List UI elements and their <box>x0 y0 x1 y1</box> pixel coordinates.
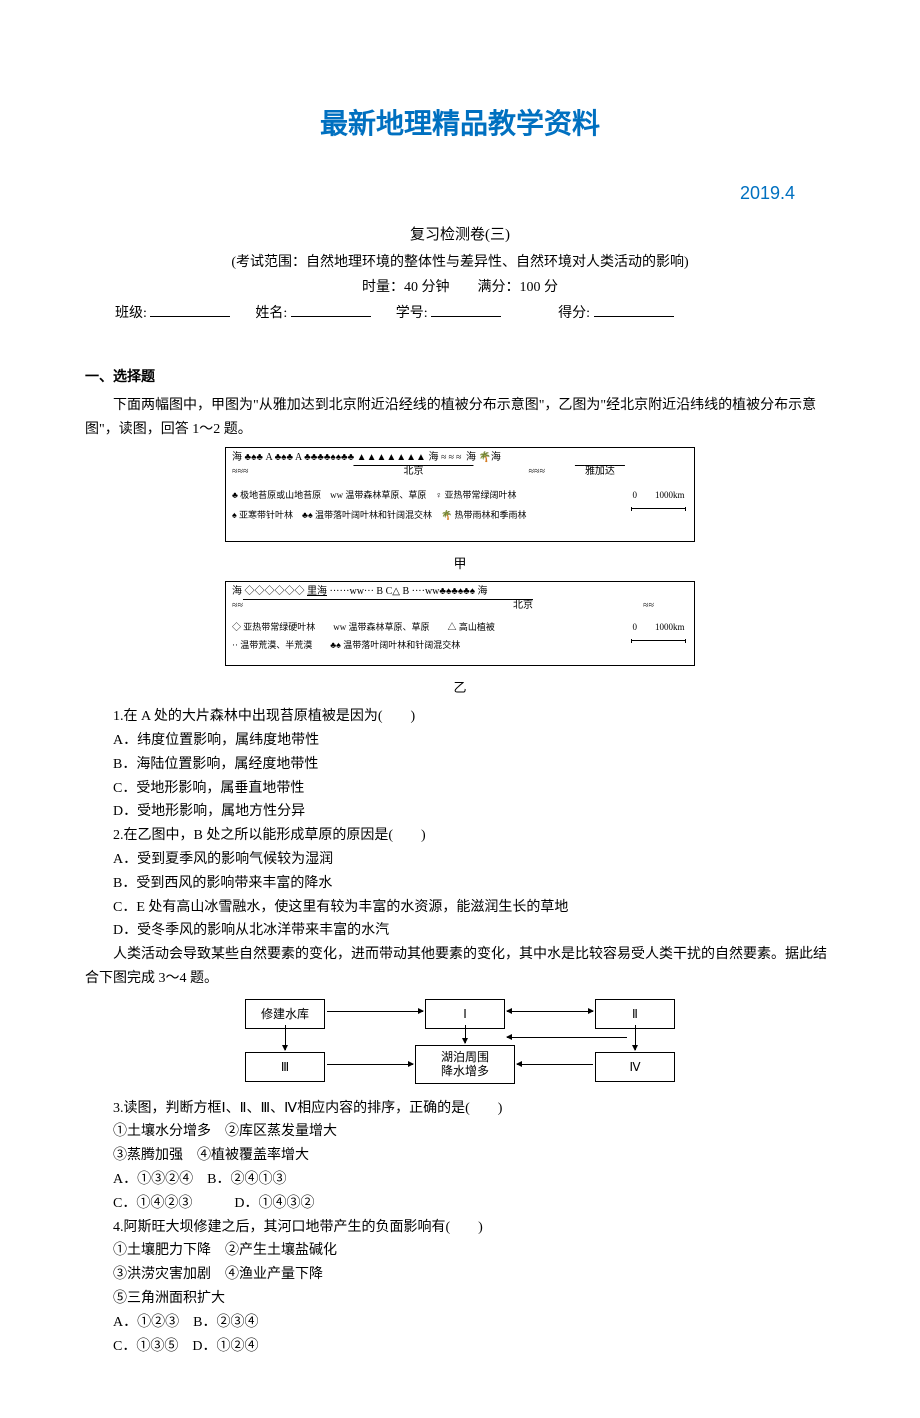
time-score: 时量：40 分钟 满分：100 分 <box>85 276 835 300</box>
q4-items: ①土壤肥力下降 ②产生土壤盐碱化 ③洪涝灾害加剧 ④渔业产量下降 ⑤三角洲面积扩… <box>85 1239 835 1310</box>
flow-III: Ⅲ <box>245 1052 325 1082</box>
q1-opt-c: C．受地形影响，属垂直地带性 <box>85 777 835 801</box>
fig-jia-sea-l: 海 <box>232 452 242 463</box>
arrow-build-I <box>327 1011 423 1012</box>
q4-opts-row1: A．①②③ B．②③④ <box>85 1311 835 1335</box>
fig-yi-leg-2: 高山植被 <box>459 622 495 632</box>
q2-opt-b: B．受到西风的影响带来丰富的降水 <box>85 872 835 896</box>
arrow-II-lake <box>507 1037 627 1038</box>
arrow-IV-lake <box>517 1064 593 1065</box>
fig-jia-yajiada: 雅加达 <box>585 466 615 477</box>
figure-jia: 海 ♣♠♣ A ♣♠♣ A ♣♣♣♣♠♠♣♣ ▲▲▲▲▲▲▲ 海 ≈≈≈ 海 🌴… <box>85 447 835 575</box>
section-1-head: 一、选择题 <box>85 366 835 390</box>
info-blanks: 班级: 姓名: 学号: 得分: <box>85 302 835 326</box>
id-label: 学号: <box>396 306 428 321</box>
class-blank[interactable] <box>150 303 230 317</box>
fig-yi-c: C <box>386 586 393 597</box>
fig-jia-beijing: 北京 <box>403 466 423 477</box>
fig-jia-sea-r: 海 <box>466 452 476 463</box>
arrow-I-lake <box>465 1025 466 1043</box>
fig-jia-leg-3: 亚寒带针叶林 <box>239 510 293 520</box>
q4-stem: 4.阿斯旺大坝修建之后，其河口地带产生的负面影响有( ) <box>85 1216 835 1240</box>
fig-jia-label: 甲 <box>85 553 835 575</box>
sub-title: 复习检测卷(三) <box>85 223 835 249</box>
arrow-III-lake <box>327 1064 413 1065</box>
name-blank[interactable] <box>291 303 371 317</box>
fig-yi-leg-3: 温带荒漠、半荒漠 <box>240 640 312 650</box>
fig-jia-leg-5: 热带雨林和季雨林 <box>454 510 526 520</box>
q4-opts-row2: C．①③⑤ D．①②④ <box>85 1335 835 1359</box>
intro-2: 人类活动会导致某些自然要素的变化，进而带动其他要素的变化，其中水是比较容易受人类… <box>85 943 835 991</box>
q3-opts-row1: A．①③②④ B．②④①③ <box>85 1168 835 1192</box>
fig-yi-b1: B <box>376 586 383 597</box>
fig-yi-scale-l: 0 <box>632 622 637 632</box>
fig-yi-leg-1: 温带森林草原、草原 <box>349 622 430 632</box>
fig-jia-a1: A <box>265 452 272 463</box>
main-title: 最新地理精品教学资料 <box>85 100 835 148</box>
fig-jia-leg-4: 温带落叶阔叶林和针阔混交林 <box>315 510 432 520</box>
fig-yi-scale-r: 1000km <box>655 622 685 632</box>
arrow-build-III <box>285 1025 286 1050</box>
fig-jia-leg-0: 极地苔原或山地苔原 <box>240 490 321 500</box>
fig-yi-leg-4: 温带落叶阔叶林和针阔混交林 <box>343 640 460 650</box>
fig-yi-sea-r: 海 <box>478 586 488 597</box>
q2-opt-d: D．受冬季风的影响从北冰洋带来丰富的水汽 <box>85 919 835 943</box>
q3-opts-row2: C．①④②③ D．①④③② <box>85 1192 835 1216</box>
q2-stem: 2.在乙图中，B 处之所以能形成草原的原因是( ) <box>85 824 835 848</box>
q1-opt-b: B．海陆位置影响，属经度地带性 <box>85 753 835 777</box>
fig-yi-lihai: 里海 <box>307 586 327 597</box>
flow-lake: 湖泊周围 降水增多 <box>415 1045 515 1084</box>
fig-jia-a2: A <box>295 452 302 463</box>
fig-jia-scale-l: 0 <box>632 490 637 500</box>
exam-scope: (考试范围：自然地理环境的整体性与差异性、自然环境对人类活动的影响) <box>85 251 835 275</box>
q2-opt-a: A．受到夏季风的影响气候较为湿润 <box>85 848 835 872</box>
date: 2019.4 <box>85 178 835 209</box>
arrow-II-IV <box>635 1025 636 1050</box>
figure-yi: 海 ◇◇◇◇◇◇ 里海 ······ww··· B C△ B ····ww♣♠♣… <box>85 581 835 699</box>
fig-yi-leg-0: 亚热带常绿硬叶林 <box>243 622 315 632</box>
figure-flow: 修建水库 Ⅰ Ⅱ Ⅲ 湖泊周围 降水增多 Ⅳ <box>85 997 835 1091</box>
q3-stem: 3.读图，判断方框Ⅰ、Ⅱ、Ⅲ、Ⅳ相应内容的排序，正确的是( ) <box>85 1097 835 1121</box>
score-blank[interactable] <box>594 303 674 317</box>
id-blank[interactable] <box>431 303 501 317</box>
q1-stem: 1.在 A 处的大片森林中出现苔原植被是因为( ) <box>85 705 835 729</box>
fig-yi-label: 乙 <box>85 677 835 699</box>
q2-opt-c: C．E 处有高山冰雪融水，使这里有较为丰富的水资源，能滋润生长的草地 <box>85 896 835 920</box>
name-label: 姓名: <box>255 306 287 321</box>
fig-jia-sea-m: 海 <box>428 452 438 463</box>
score-label: 得分: <box>558 306 590 321</box>
q1-opt-a: A．纬度位置影响，属纬度地带性 <box>85 729 835 753</box>
flow-IV: Ⅳ <box>595 1052 675 1082</box>
class-label: 班级: <box>115 306 147 321</box>
fig-jia-leg-2: 亚热带常绿阔叶林 <box>444 490 516 500</box>
arrow-I-II <box>507 1011 593 1012</box>
fig-jia-scale-r: 1000km <box>655 490 685 500</box>
q3-items: ①土壤水分增多 ②库区蒸发量增大 ③蒸腾加强 ④植被覆盖率增大 <box>85 1120 835 1168</box>
q1-opt-d: D．受地形影响，属地方性分异 <box>85 800 835 824</box>
fig-yi-beijing: 北京 <box>513 600 533 611</box>
fig-yi-b2: B <box>402 586 409 597</box>
fig-yi-sea-l: 海 <box>232 586 242 597</box>
fig-jia-leg-1: 温带森林草原、草原 <box>345 490 426 500</box>
intro-1: 下面两幅图中，甲图为"从雅加达到北京附近沿经线的植被分布示意图"，乙图为"经北京… <box>85 394 835 442</box>
